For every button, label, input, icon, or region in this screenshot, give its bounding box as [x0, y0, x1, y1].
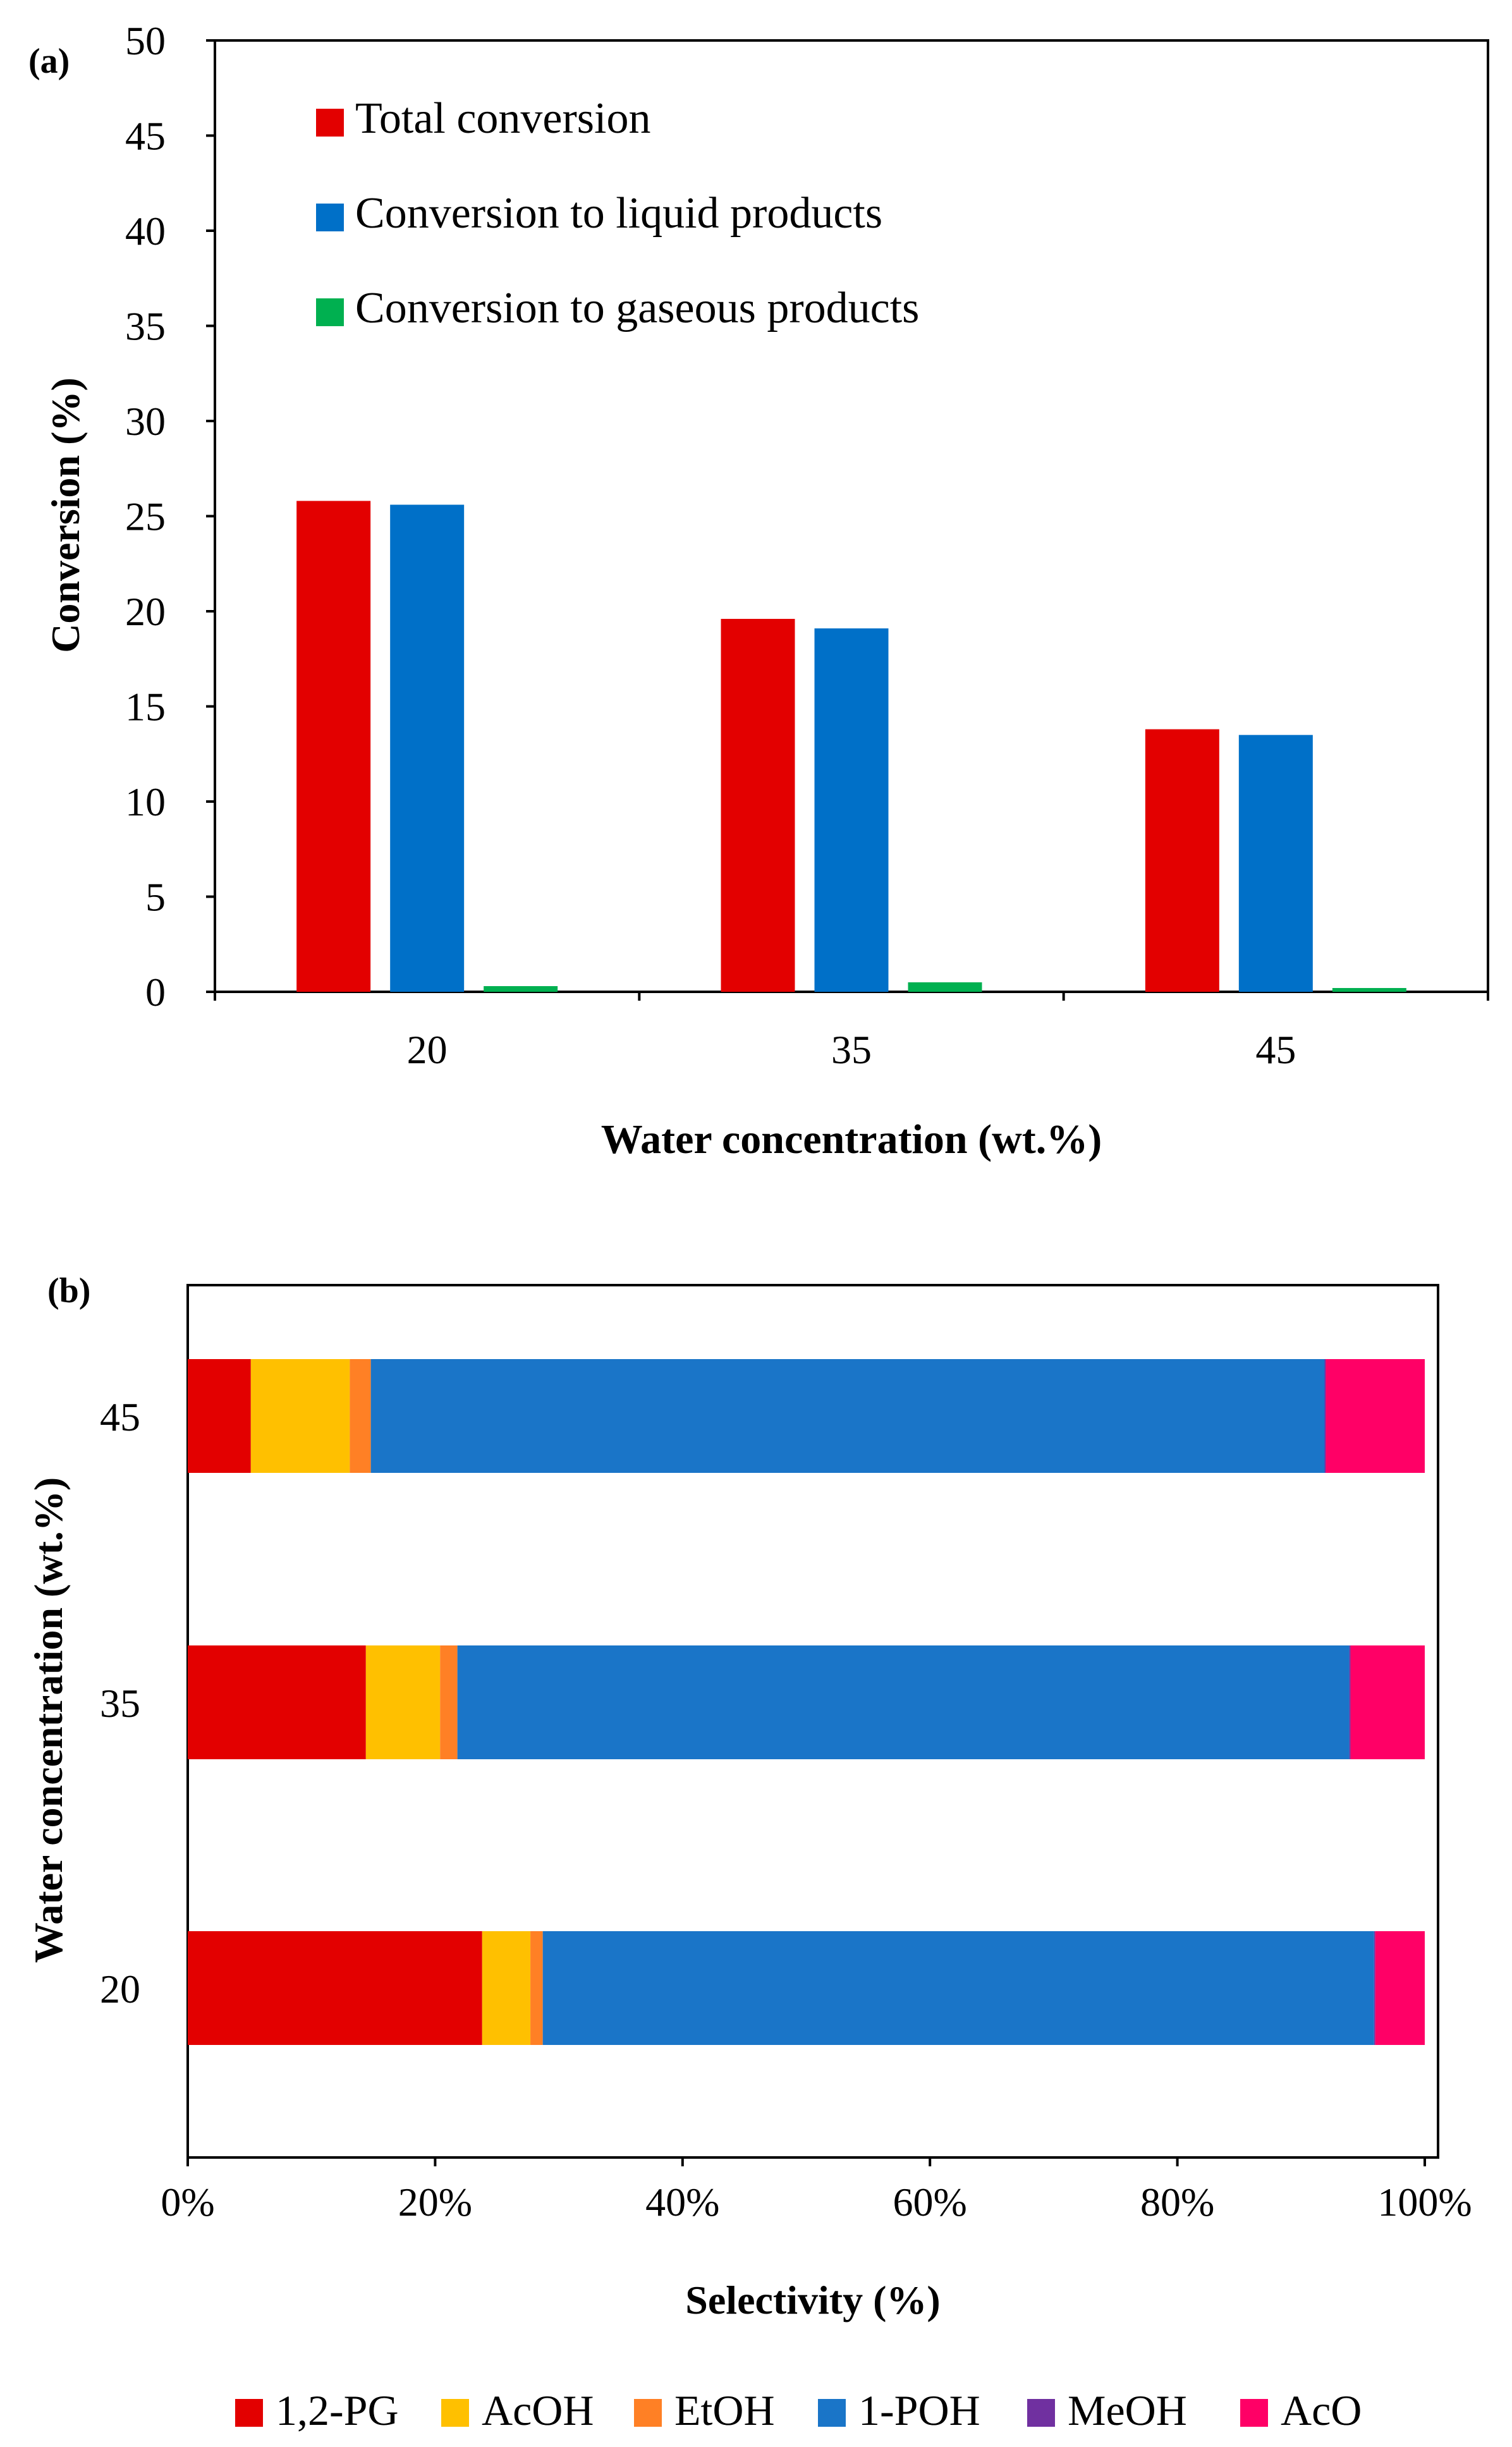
legend-swatch-meoh [1027, 2399, 1055, 2427]
panel-a-legend: Total conversion Conversion to liquid pr… [316, 94, 919, 333]
segment-1-2-pg-20 [188, 1931, 482, 2045]
bar-conversion-to-gaseous-products-35 [908, 982, 982, 992]
panel-a-label: (a) [28, 42, 70, 81]
legend-swatch-gaseous-products [316, 298, 344, 326]
y-tick-label: 20 [125, 589, 166, 634]
segment-1-poh-45 [370, 1359, 1325, 1473]
panel-a-y-axis-title: Conversion (%) [43, 377, 88, 653]
bar-total-conversion-35 [721, 619, 795, 992]
x-tick-label: 40% [645, 2180, 719, 2224]
panel-b-y-axis-title: Water concentration (wt.%) [26, 1477, 71, 1963]
bar-conversion-to-liquid-products-20 [390, 504, 465, 992]
segment-acoh-20 [482, 1931, 531, 2045]
panel-a-y-axis: 0 5 10 15 20 25 30 35 40 45 50 [125, 18, 215, 1015]
segment-meoh-35 [1349, 1645, 1351, 1759]
legend-swatch-acoh [441, 2399, 469, 2427]
y-tick-label: 50 [125, 18, 166, 63]
bar-conversion-to-liquid-products-45 [1238, 735, 1313, 992]
legend-swatch-liquid-products [316, 204, 344, 231]
y-tick-label: 40 [125, 209, 166, 253]
segment-1-2-pg-35 [188, 1645, 366, 1759]
x-tick-label: 20% [398, 2180, 472, 2224]
legend-swatch-aco [1240, 2399, 1268, 2427]
bar-conversion-to-gaseous-products-20 [484, 986, 558, 992]
segment-aco-35 [1350, 1645, 1425, 1759]
segment-acoh-35 [365, 1645, 441, 1759]
segment-etoh-45 [350, 1359, 371, 1473]
y-tick-label: 45 [100, 1394, 140, 1439]
panel-b-y-axis: 20 35 45 [100, 1394, 140, 2011]
legend-label-gaseous-products: Conversion to gaseous products [355, 284, 919, 333]
legend-label-meoh: MeOH [1068, 2386, 1187, 2434]
y-tick-label: 25 [125, 494, 166, 539]
segment-acoh-45 [250, 1359, 350, 1473]
y-tick-label: 15 [125, 685, 166, 729]
legend-label-1-poh: 1-POH [858, 2386, 980, 2434]
legend-label-liquid-products: Conversion to liquid products [355, 189, 882, 238]
y-tick-label: 35 [100, 1681, 140, 1726]
panel-b-x-axis: 0% 20% 40% 60% 80% 100% [161, 2157, 1472, 2224]
x-tick-label: 80% [1140, 2180, 1214, 2224]
y-tick-label: 5 [145, 875, 166, 920]
y-tick-label: 30 [125, 399, 166, 444]
bar-conversion-to-liquid-products-35 [814, 628, 889, 992]
bar-total-conversion-45 [1145, 729, 1219, 992]
legend-label-12-pg: 1,2-PG [276, 2386, 399, 2434]
legend-swatch-12-pg [235, 2399, 263, 2427]
segment-meoh-45 [1324, 1359, 1326, 1473]
y-tick-label: 10 [125, 779, 166, 824]
legend-label-total-conversion: Total conversion [355, 94, 650, 143]
segment-1-poh-20 [542, 1931, 1374, 2045]
segment-etoh-35 [440, 1645, 458, 1759]
panel-a-x-axis: 20 35 45 [214, 992, 1489, 1072]
panel-a-x-axis-title: Water concentration (wt.%) [601, 1116, 1102, 1162]
legend-swatch-total-conversion [316, 109, 344, 137]
bar-total-conversion-20 [296, 501, 371, 992]
segment-aco-20 [1375, 1931, 1425, 2045]
legend-swatch-etoh [634, 2399, 662, 2427]
x-tick-label: 20 [407, 1027, 448, 1072]
legend-label-acoh: AcOH [482, 2386, 594, 2434]
panel-b-bars [188, 1359, 1425, 2045]
legend-label-aco: AcO [1281, 2386, 1362, 2434]
panel-b-label: (b) [47, 1271, 90, 1310]
x-tick-label: 100% [1377, 2180, 1472, 2224]
y-tick-label: 20 [100, 1967, 140, 2011]
bar-conversion-to-gaseous-products-45 [1332, 987, 1406, 992]
panel-a-bars [296, 501, 1406, 992]
x-tick-label: 0% [161, 2180, 214, 2224]
segment-1-2-pg-45 [188, 1359, 251, 1473]
legend-swatch-1-poh [818, 2399, 846, 2427]
segment-aco-45 [1326, 1359, 1425, 1473]
panel-b-x-axis-title: Selectivity (%) [685, 2278, 940, 2322]
panel-b-legend: 1,2-PG AcOH EtOH 1-POH MeOH AcO [235, 2386, 1362, 2434]
y-tick-label: 0 [145, 970, 166, 1015]
panel-b-selectivity-chart: (b) 20 35 45 0% 20% 40% 60% 80% 100% Water conc… [26, 1271, 1472, 2434]
y-tick-label: 35 [125, 304, 166, 349]
legend-label-etoh: EtOH [674, 2386, 775, 2434]
y-tick-label: 45 [125, 114, 166, 159]
x-tick-label: 60% [893, 2180, 967, 2224]
segment-etoh-20 [530, 1931, 543, 2045]
x-tick-label: 35 [831, 1027, 872, 1072]
segment-1-poh-35 [457, 1645, 1350, 1759]
segment-meoh-20 [1374, 1931, 1375, 2045]
x-tick-label: 45 [1255, 1027, 1296, 1072]
panel-a-conversion-chart: (a) 0 5 10 15 20 25 30 35 40 45 50 20 35 45 Total co… [28, 18, 1489, 1162]
